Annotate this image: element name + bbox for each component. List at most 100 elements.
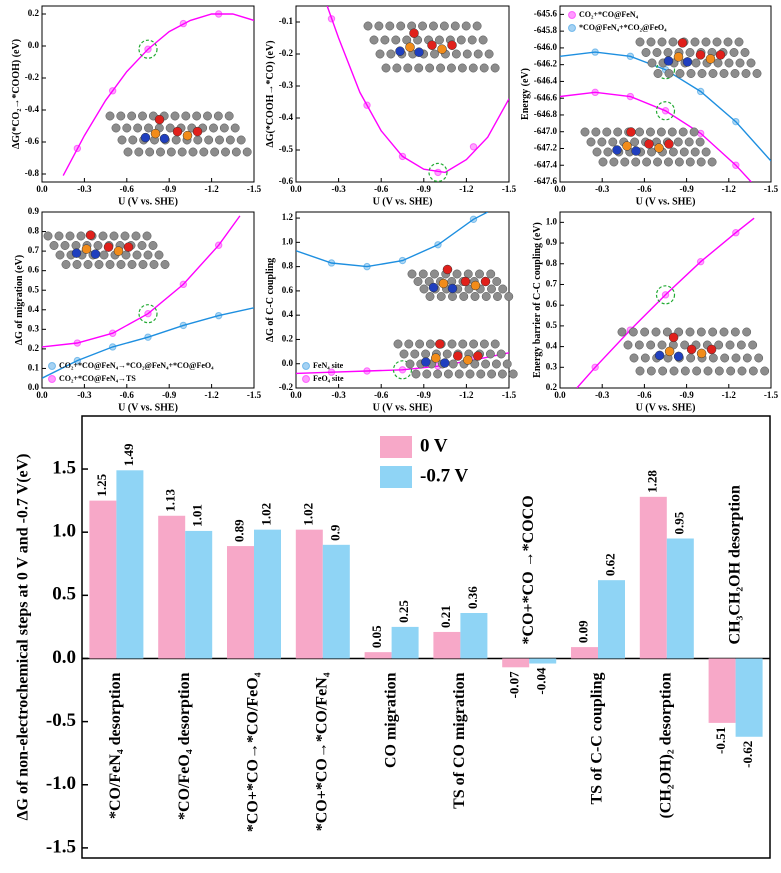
atom [171,135,181,145]
atom [468,63,478,73]
plot-area [326,6,509,177]
highlight-circle [428,162,448,182]
highlight-circle [655,285,676,305]
y-tick-label: -0.4 [279,112,294,122]
value-label: 1.01 [190,504,205,527]
y-tick-label: -646.4 [534,75,558,85]
atom [450,21,460,31]
fit-curve [576,217,755,388]
atom [586,137,596,147]
atom [473,49,483,59]
atom [165,123,175,133]
atom [90,249,101,259]
atom [644,139,654,149]
data-point [732,161,740,169]
atom [386,49,396,59]
atom [735,58,745,68]
atom [122,123,132,133]
y-tick-label: -0.2 [279,382,294,392]
value-label: 1.28 [644,470,659,493]
y-tick-label: -0.5 [46,710,76,731]
fit-curve [42,307,254,379]
atom [674,157,684,167]
atom [413,277,423,286]
atom [236,135,246,145]
molecule-illustration [363,21,500,73]
x-tick-label: -0.3 [77,390,92,400]
x-tick-label: -0.3 [331,184,346,194]
plot-area [42,215,254,379]
value-label: 0.62 [602,553,617,576]
atom [142,231,152,241]
atom [410,349,420,359]
atom [651,327,661,337]
value-label: 0.9 [327,524,342,541]
x-tick-label: -1.5 [502,184,517,194]
atom [454,369,464,379]
atom [736,340,746,350]
atom [204,135,214,145]
y-tick-label: 0.8 [546,258,558,268]
atom [458,339,468,349]
atom [215,135,224,145]
atom [657,37,667,47]
plot-frame [81,415,771,859]
y-tick-label: -0.8 [25,168,40,178]
x-tick-label: 0.0 [36,390,48,400]
bar [666,538,694,659]
y-tick-label: 0.6 [546,299,558,309]
atom [109,231,119,241]
atom [148,241,158,250]
atom [631,146,641,156]
atom [603,147,613,157]
atom [385,21,395,31]
atom [427,40,437,50]
atom [498,284,508,294]
atom [652,48,662,57]
data-point [469,215,478,223]
atom [646,127,655,137]
atom [55,250,65,260]
x-tick-label: -0.3 [595,184,610,194]
y-tick-label: 0.8 [282,261,294,271]
atom [438,278,449,289]
atom [166,147,176,157]
atom [707,157,717,167]
atom [492,277,502,286]
data-point [214,311,223,320]
atom [663,56,674,66]
atom [677,38,688,48]
x-tick-label: -0.9 [679,390,694,400]
bar [185,530,213,659]
atom [690,37,700,47]
atom [470,359,480,369]
x-tick-label: 0.0 [290,184,302,194]
atom [182,130,193,141]
atom [452,269,462,279]
atom [117,135,127,145]
atom [680,340,690,350]
y-tick-label: 1.0 [546,216,558,226]
data-point [591,48,599,56]
atom [447,283,458,294]
atom [99,250,109,260]
atom [597,137,607,147]
atom [71,248,82,258]
atom [391,35,401,45]
atom [396,21,406,31]
atom [580,127,590,137]
x-tick-label: -0.9 [417,390,432,400]
atom [673,137,683,147]
data-point [73,339,82,347]
atom [646,366,656,376]
atom [61,260,71,269]
atom [480,276,491,287]
y-tick-label: -0.3 [279,80,294,90]
atom [634,340,644,350]
plot-area [62,10,254,176]
category-label: *CO+*CO→*CO/FeN₄ [313,672,330,831]
atom [411,369,421,379]
atom [719,327,729,337]
y-tick-label: 0.0 [52,647,76,668]
atom [170,111,180,121]
